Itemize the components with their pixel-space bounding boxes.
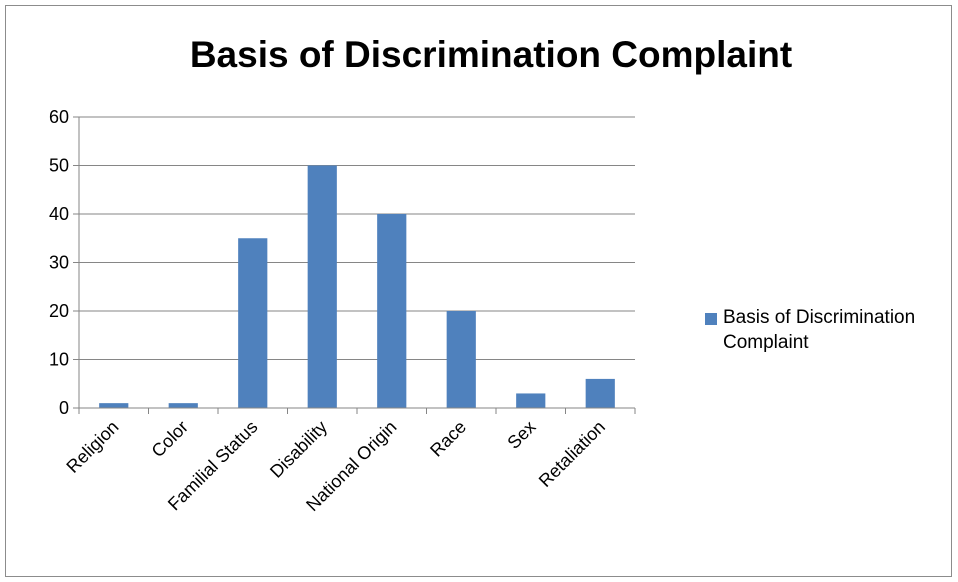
bar-retaliation [585,378,615,408]
chart-frame [5,5,952,577]
x-tick-label: Color [148,417,193,462]
x-tick-label: Religion [62,417,122,477]
x-tick-label: Sex [503,417,539,453]
x-tick-label: Race [426,417,470,461]
gridlines [79,116,635,360]
y-tick-label: 50 [49,156,69,176]
bars [99,165,615,408]
axes [73,116,636,414]
x-tick-label: Retaliation [535,417,609,491]
x-tick-label: Disability [266,417,331,482]
chart-title: Basis of Discrimination Complaint [189,34,793,75]
bar-familial-status [238,238,268,408]
y-tick-label: 30 [49,253,69,273]
y-tick-label: 40 [49,204,69,224]
y-tick-label: 0 [59,398,69,418]
y-tick-labels: 0 10 20 30 40 50 60 [49,107,69,418]
y-tick-label: 60 [49,107,69,127]
legend-series-label: Basis of Discrimination Complaint [723,307,916,353]
y-tick-label: 20 [49,301,69,321]
legend-swatch [705,313,717,325]
bar-color [168,403,198,408]
bar-sex [516,393,546,408]
y-tick-label: 10 [49,350,69,370]
bar-religion [99,403,129,408]
bar-race [446,311,476,408]
bar-national-origin [377,214,407,408]
bar-disability [307,165,337,408]
